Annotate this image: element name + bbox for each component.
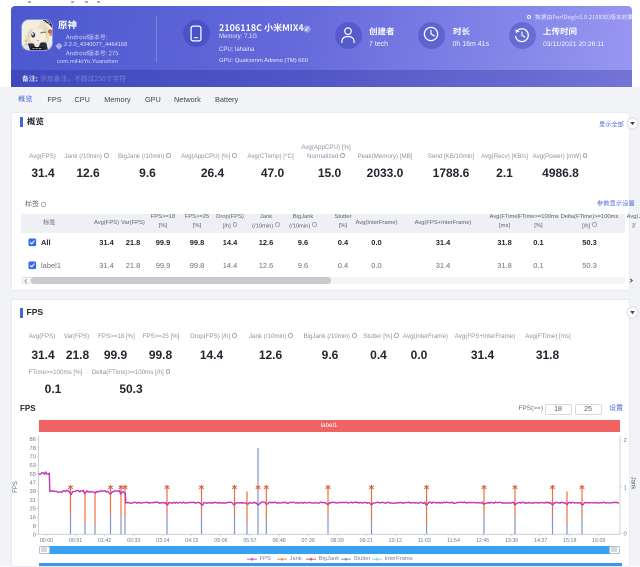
svg-text:70: 70 <box>30 455 36 461</box>
svg-text:63: 63 <box>30 463 36 469</box>
svg-text:31: 31 <box>30 498 36 504</box>
svg-text:12:45: 12:45 <box>476 538 489 544</box>
svg-text:01:42: 01:42 <box>98 538 111 544</box>
svg-text:16:09: 16:09 <box>592 538 605 544</box>
svg-text:15:18: 15:18 <box>563 538 576 544</box>
svg-text:FPS: FPS <box>13 481 19 493</box>
svg-text:07:39: 07:39 <box>301 538 314 544</box>
svg-text:02:33: 02:33 <box>127 538 140 544</box>
svg-text:39: 39 <box>30 489 36 495</box>
svg-text:03:24: 03:24 <box>156 538 169 544</box>
svg-text:55: 55 <box>30 472 36 478</box>
svg-text:08:30: 08:30 <box>331 538 344 544</box>
svg-text:8: 8 <box>33 524 36 530</box>
svg-text:10:12: 10:12 <box>389 538 402 544</box>
svg-text:0: 0 <box>624 531 627 537</box>
svg-text:06:48: 06:48 <box>272 538 285 544</box>
svg-text:25: 25 <box>30 506 36 512</box>
svg-text:86: 86 <box>30 437 36 443</box>
svg-text:47: 47 <box>30 480 36 486</box>
svg-text:05:06: 05:06 <box>214 538 227 544</box>
svg-text:16: 16 <box>30 515 36 521</box>
svg-text:04:15: 04:15 <box>185 538 198 544</box>
svg-text:11:54: 11:54 <box>447 538 460 544</box>
svg-text:00:51: 00:51 <box>69 538 82 544</box>
svg-text:Jank: Jank <box>630 477 636 491</box>
svg-text:09:21: 09:21 <box>360 538 373 544</box>
svg-text:00:00: 00:00 <box>40 538 53 544</box>
svg-text:14:27: 14:27 <box>534 538 547 544</box>
svg-text:1: 1 <box>624 485 627 491</box>
svg-text:0: 0 <box>33 532 36 538</box>
svg-text:05:57: 05:57 <box>243 538 256 544</box>
svg-text:78: 78 <box>30 446 36 452</box>
svg-text:13:36: 13:36 <box>505 538 518 544</box>
svg-text:2: 2 <box>624 438 627 444</box>
svg-text:11:03: 11:03 <box>418 538 431 544</box>
